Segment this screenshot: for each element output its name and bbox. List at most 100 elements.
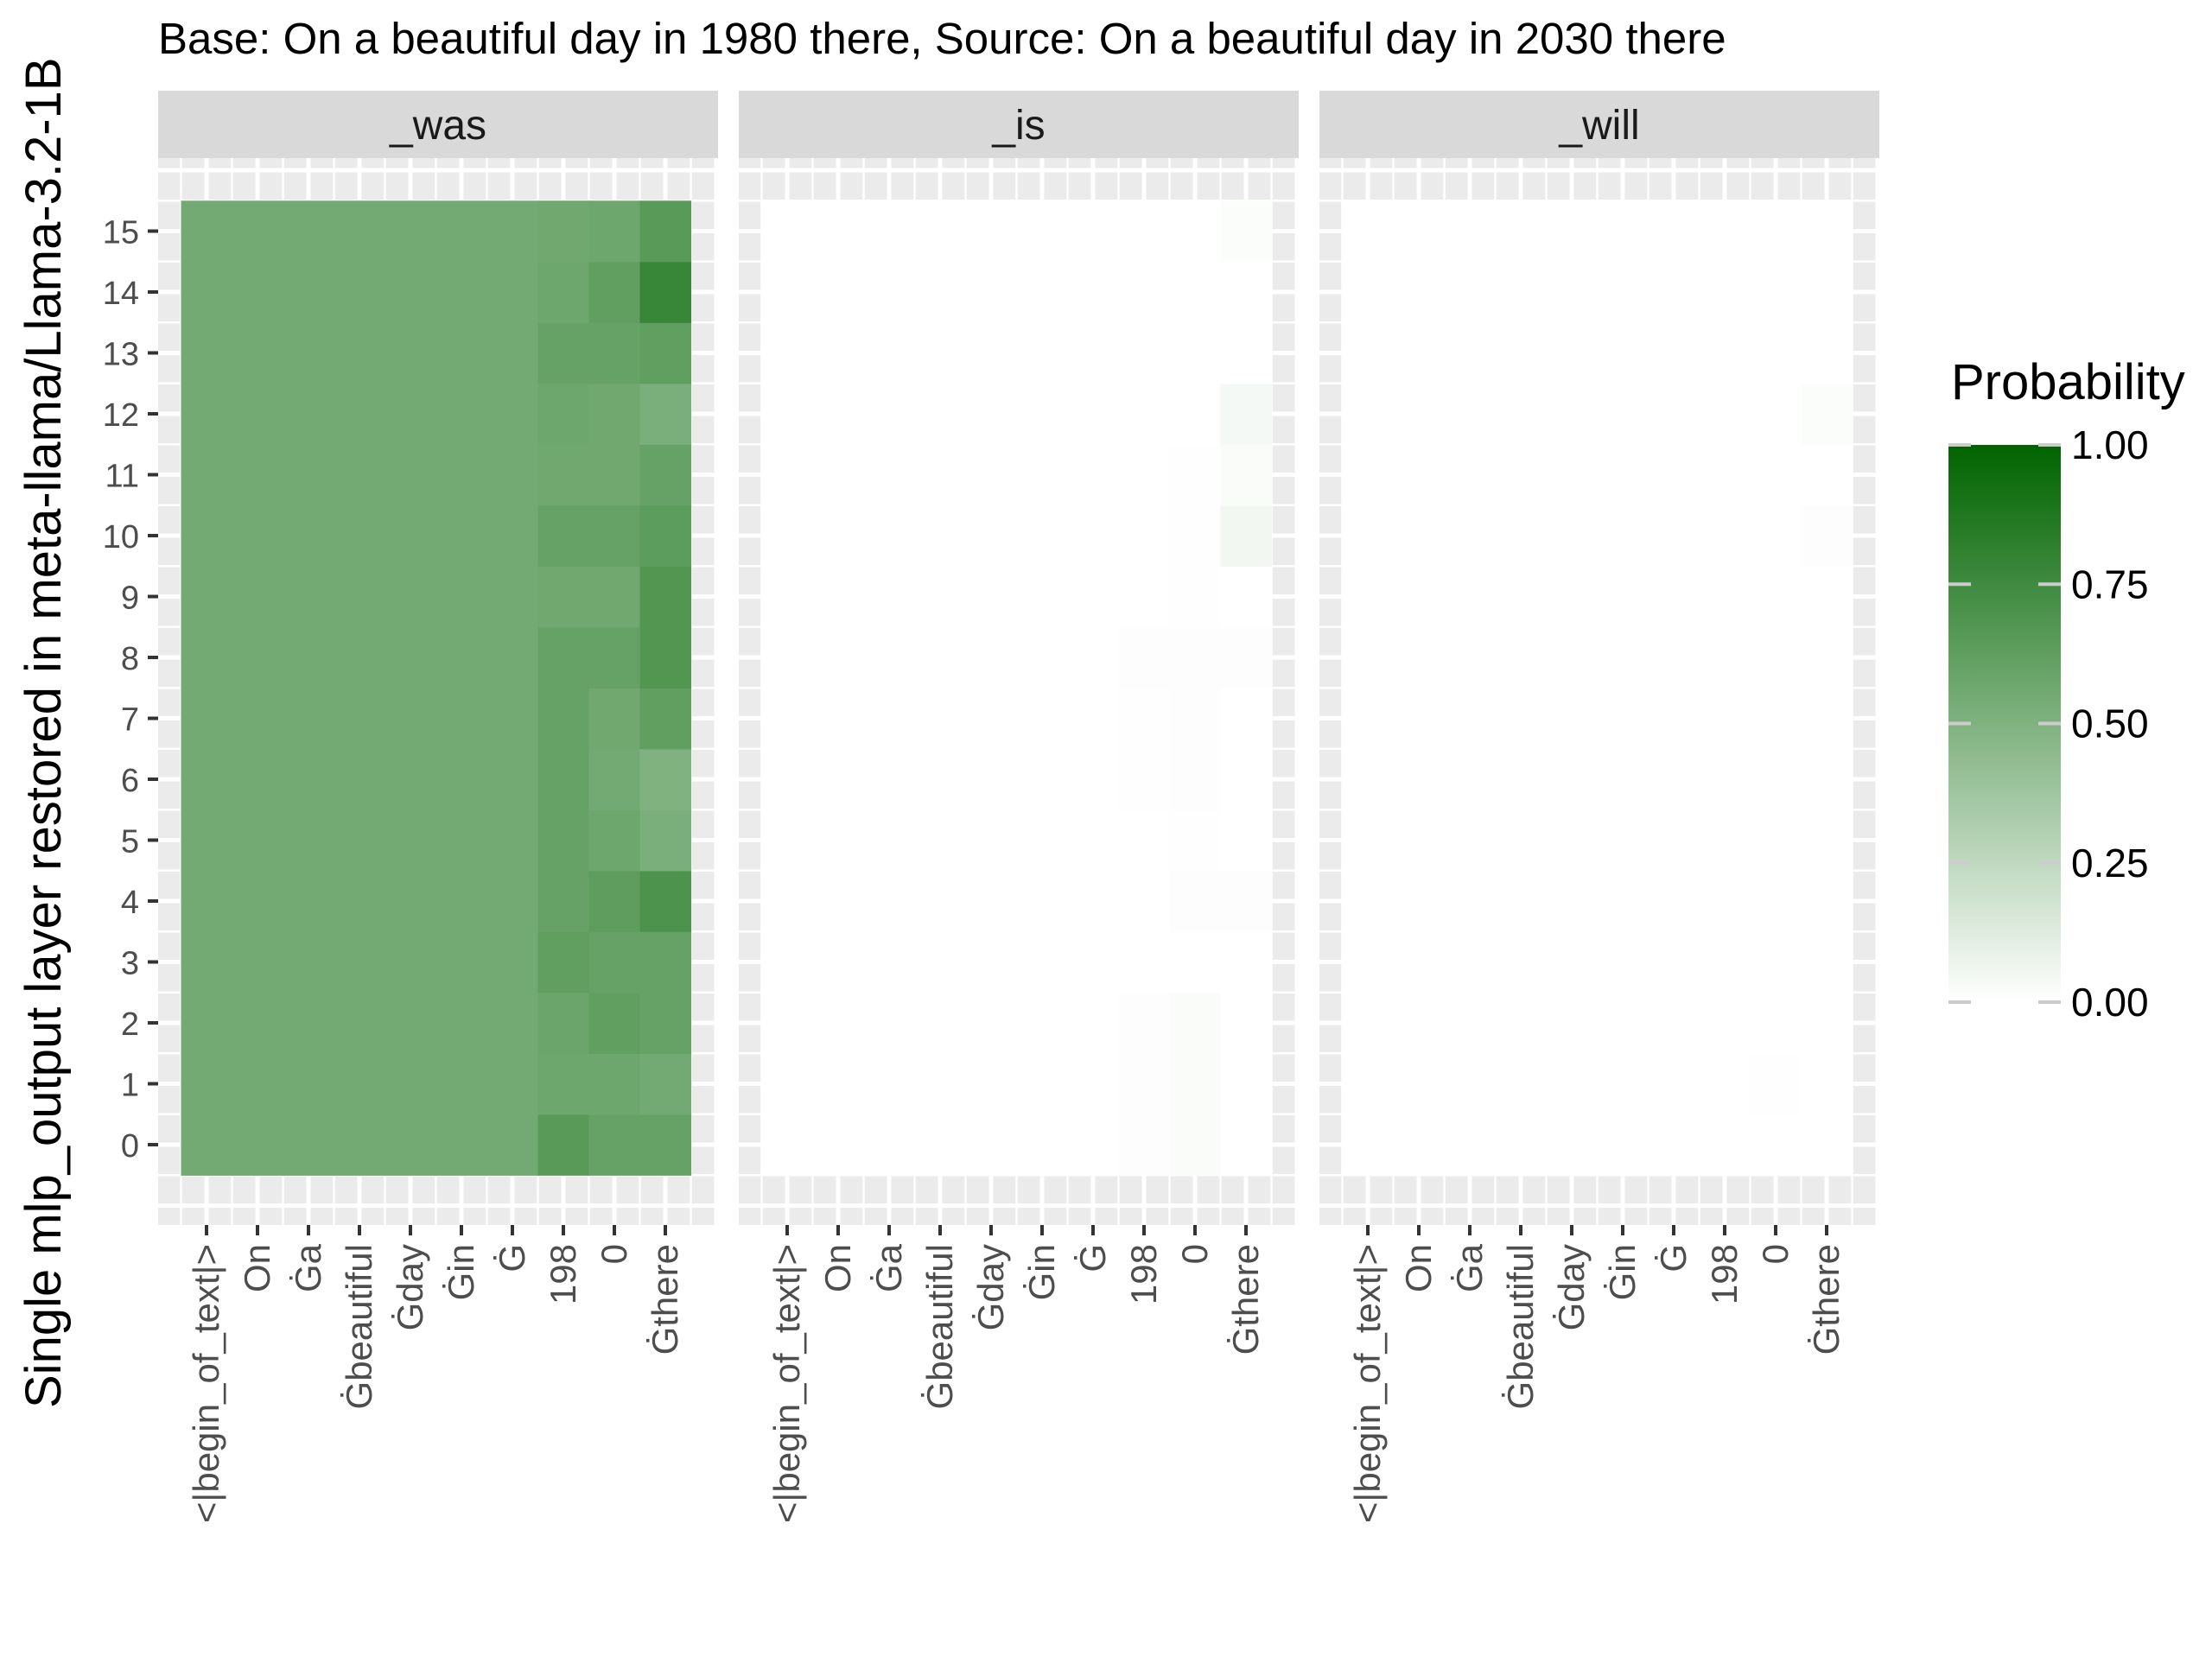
heatmap-cell xyxy=(1220,1114,1273,1176)
heatmap-cell xyxy=(537,748,590,810)
heatmap-cell xyxy=(761,1114,814,1176)
heatmap-cell xyxy=(863,444,916,506)
x-tick-label: On xyxy=(817,1244,858,1292)
heatmap-cell xyxy=(1169,870,1222,932)
heatmap-cell xyxy=(537,931,590,993)
heatmap-cell xyxy=(1016,931,1069,993)
heatmap-cell xyxy=(1597,870,1649,932)
heatmap-cell xyxy=(588,809,641,872)
heatmap-cell xyxy=(334,566,386,628)
heatmap-cell xyxy=(1750,566,1802,628)
heatmap-cell xyxy=(588,383,641,445)
heatmap-cell xyxy=(1546,931,1599,993)
y-tick-label: 5 xyxy=(121,824,139,860)
heatmap-cell xyxy=(1444,444,1497,506)
heatmap-cell xyxy=(232,688,284,750)
heatmap-cell xyxy=(863,748,916,810)
heatmap-cell xyxy=(812,748,865,810)
heatmap-cell xyxy=(385,748,437,810)
heatmap-cell xyxy=(1444,322,1497,384)
heatmap-cell xyxy=(761,505,814,567)
heatmap-cell xyxy=(1342,1114,1395,1176)
heatmap-cell xyxy=(1801,626,1853,689)
y-tick-label: 8 xyxy=(121,641,139,677)
heatmap-cell xyxy=(1597,809,1649,872)
heatmap-cell xyxy=(588,1114,641,1176)
heatmap-cell xyxy=(1750,383,1802,445)
x-tick-label: Ġa xyxy=(288,1243,328,1292)
x-tick-label: Ġday xyxy=(970,1244,1011,1330)
heatmap-cell xyxy=(1169,688,1222,750)
heatmap-cell xyxy=(1016,809,1069,872)
legend-tick-label: 0.25 xyxy=(2071,841,2149,885)
heatmap-cell xyxy=(181,870,233,932)
heatmap-cell xyxy=(1016,261,1069,323)
heatmap-cell xyxy=(1118,505,1171,567)
heatmap-cell xyxy=(283,1114,335,1176)
heatmap-cell xyxy=(1648,809,1700,872)
x-tick-label: 0 xyxy=(1174,1244,1215,1264)
heatmap-cell xyxy=(761,748,814,810)
heatmap-cell xyxy=(283,992,335,1054)
heatmap-cell xyxy=(588,444,641,506)
heatmap-cell xyxy=(1016,992,1069,1054)
heatmap-cell xyxy=(1801,505,1853,567)
facet-strip xyxy=(1319,91,1879,158)
heatmap-cell xyxy=(1801,809,1853,872)
heatmap-cell xyxy=(181,992,233,1054)
heatmap-cell xyxy=(334,870,386,932)
heatmap-cell xyxy=(639,444,692,506)
heatmap-cell xyxy=(863,992,916,1054)
heatmap-cell xyxy=(1801,870,1853,932)
heatmap-cell xyxy=(1118,383,1171,445)
heatmap-cell xyxy=(232,626,284,689)
heatmap-cell xyxy=(1699,505,1751,567)
x-tick-label: Ġa xyxy=(868,1243,909,1292)
facet-strip-label: _will xyxy=(1558,103,1639,149)
heatmap-cell xyxy=(863,809,916,872)
heatmap-cell xyxy=(435,566,488,628)
x-tick-label: Ġday xyxy=(1551,1244,1592,1330)
heatmap-cell xyxy=(1699,626,1751,689)
heatmap-cell xyxy=(1220,200,1273,263)
x-tick-label: Ġ xyxy=(492,1244,532,1273)
heatmap-cell xyxy=(588,748,641,810)
heatmap-cell xyxy=(965,1053,1018,1115)
heatmap-cell xyxy=(1393,383,1446,445)
heatmap-cell xyxy=(588,626,641,689)
heatmap-cell xyxy=(1016,626,1069,689)
heatmap-cell xyxy=(1016,322,1069,384)
heatmap-cell xyxy=(1169,505,1222,567)
heatmap-cell xyxy=(1444,809,1497,872)
heatmap-cell xyxy=(1546,748,1599,810)
heatmap-cell xyxy=(588,931,641,993)
heatmap-cell xyxy=(965,626,1018,689)
heatmap-cell xyxy=(1444,748,1497,810)
heatmap-cell xyxy=(1648,505,1700,567)
heatmap-cell xyxy=(1750,688,1802,750)
heatmap-cell xyxy=(486,261,539,323)
heatmap-cell xyxy=(435,626,488,689)
heatmap-cell xyxy=(863,261,916,323)
heatmap-cell xyxy=(914,200,967,263)
heatmap-cell xyxy=(1393,1114,1446,1176)
y-tick-label: 2 xyxy=(121,1006,139,1043)
heatmap-cell xyxy=(334,261,386,323)
heatmap-cell xyxy=(863,322,916,384)
heatmap-cell xyxy=(863,200,916,263)
heatmap-cell xyxy=(1597,261,1649,323)
heatmap-cell xyxy=(588,505,641,567)
heatmap-cell xyxy=(232,809,284,872)
legend-tick-label: 0.50 xyxy=(2071,701,2149,746)
heatmap-cell xyxy=(1342,748,1395,810)
heatmap-cell xyxy=(1393,322,1446,384)
heatmap-cell xyxy=(863,931,916,993)
x-tick-label: <|begin_of_text|> xyxy=(1347,1244,1388,1523)
heatmap-cell xyxy=(1342,809,1395,872)
heatmap-cell xyxy=(1220,931,1273,993)
y-axis-label: Single mlp_output layer restored in meta… xyxy=(16,57,72,1408)
heatmap-cell xyxy=(1342,1053,1395,1115)
heatmap-cell xyxy=(1597,505,1649,567)
heatmap-cell xyxy=(588,992,641,1054)
heatmap-cell xyxy=(1699,566,1751,628)
